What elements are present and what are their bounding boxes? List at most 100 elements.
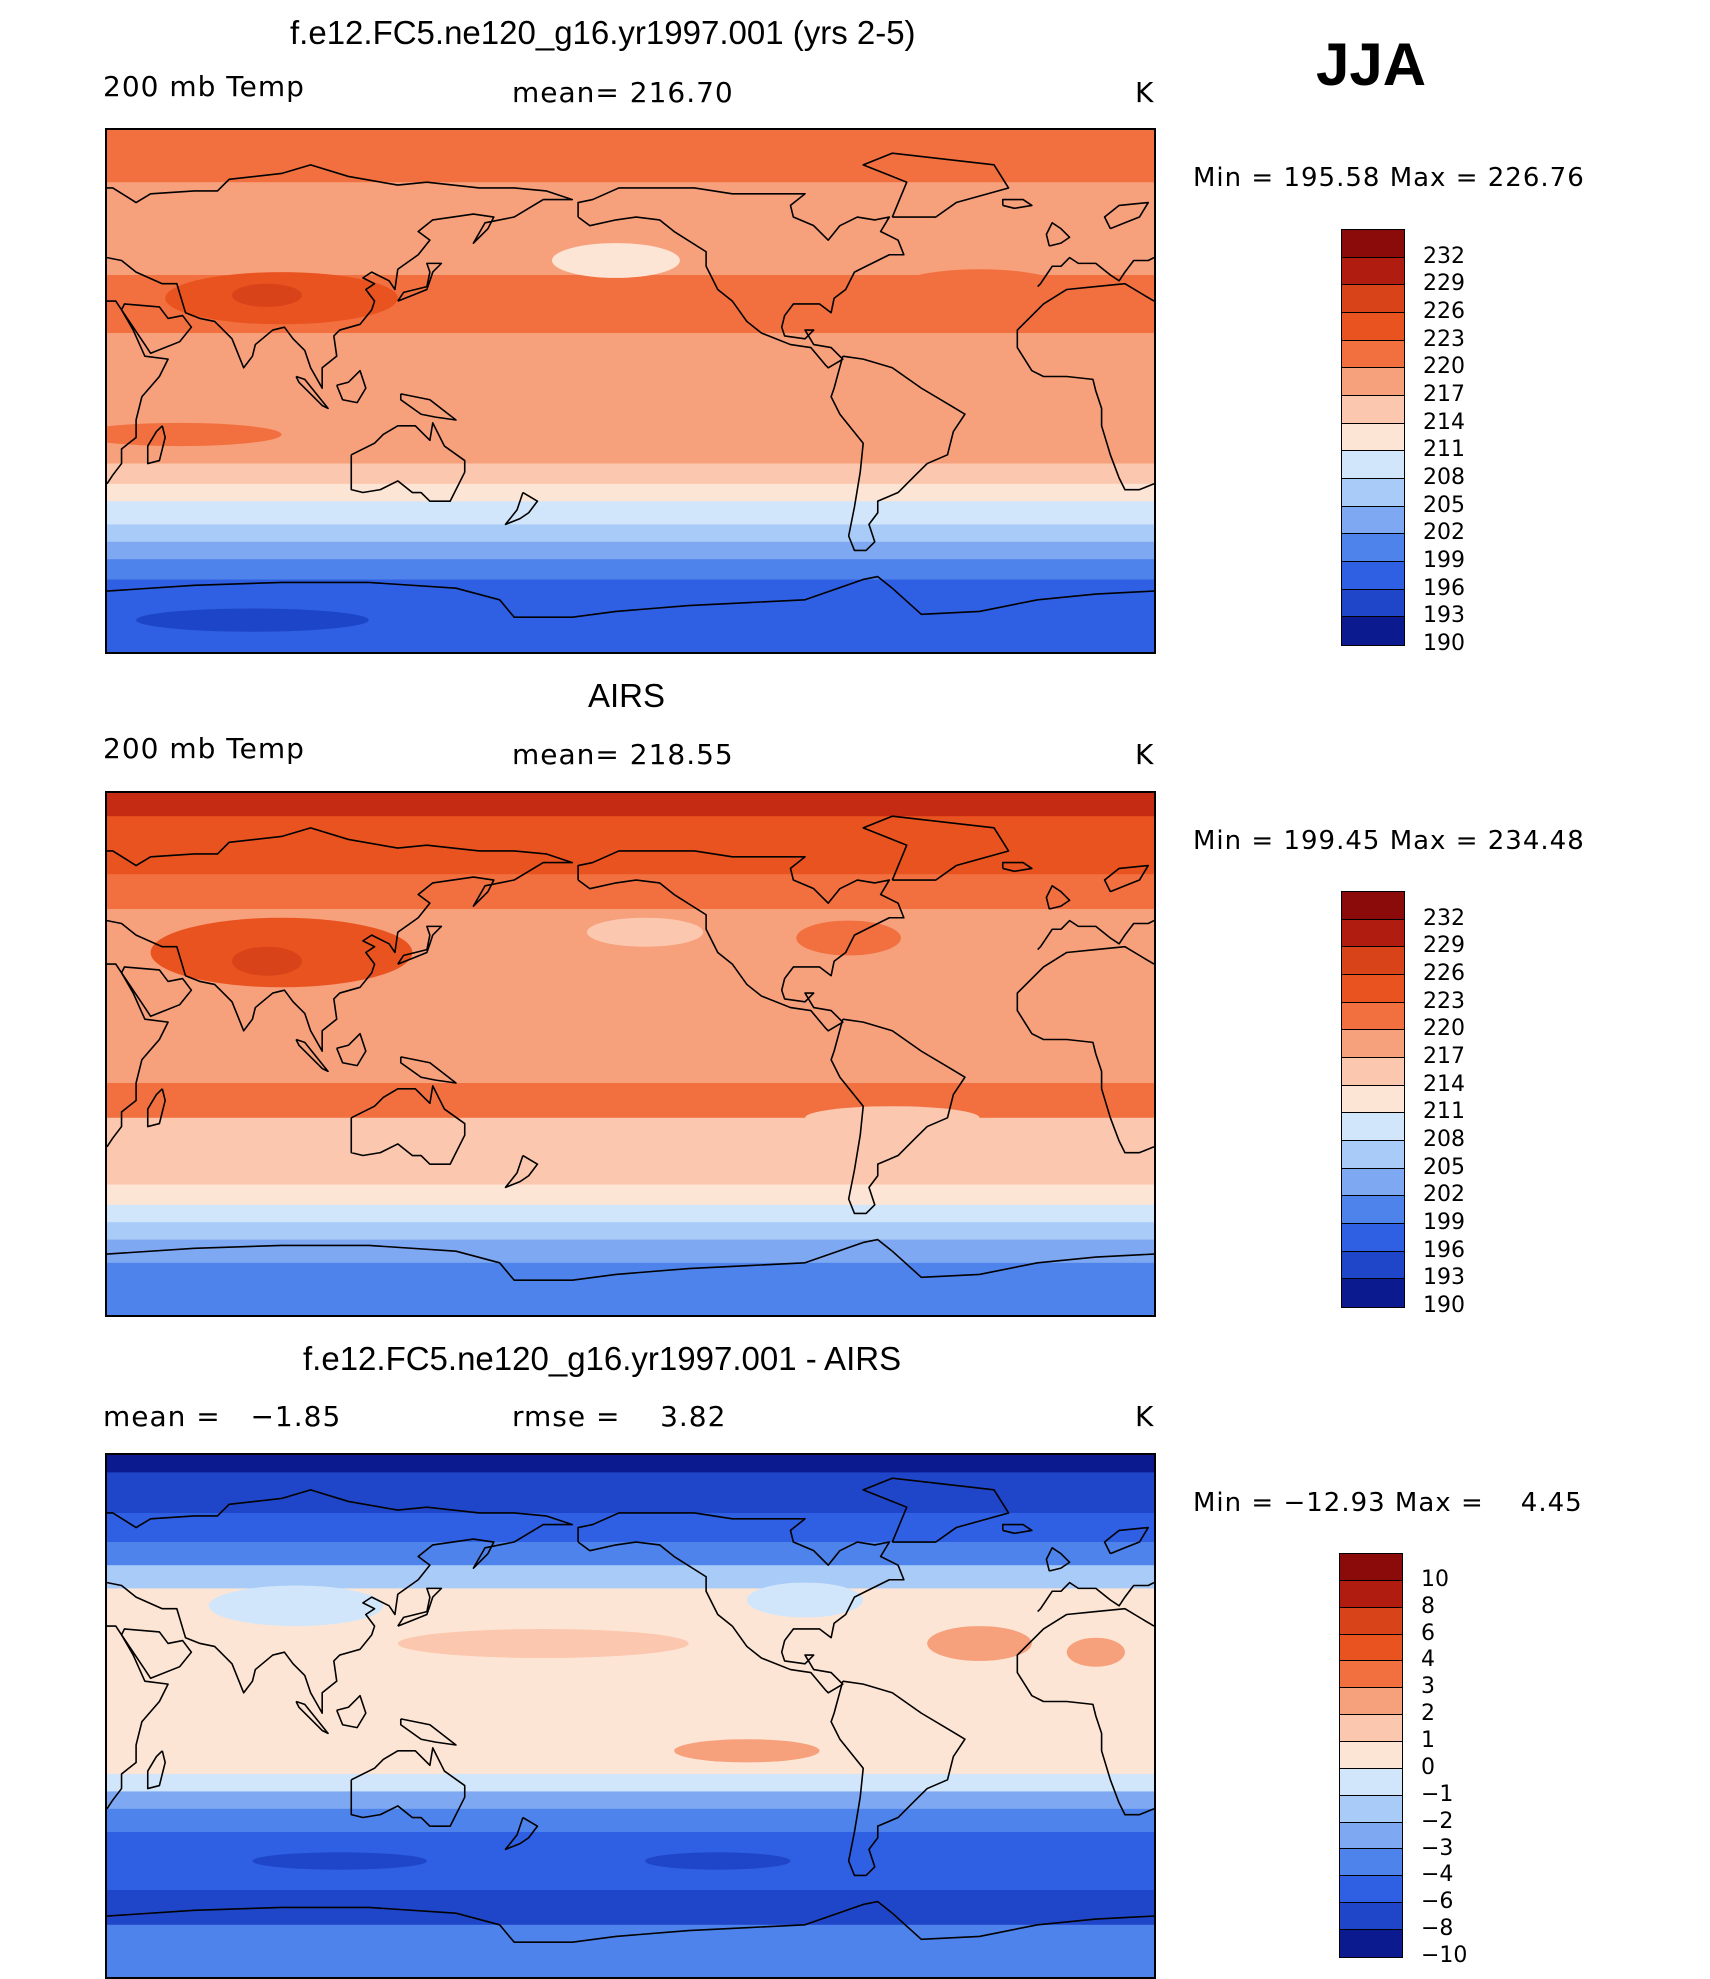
colorbar-swatch: [1342, 230, 1404, 258]
coastline: [1037, 256, 1154, 288]
colorbar-swatch: [1342, 589, 1404, 618]
colorbar-swatch: [1340, 1876, 1402, 1904]
contour-band: [107, 1472, 1154, 1514]
coastline: [107, 1900, 1154, 1943]
colorbar-tick-label: 199: [1423, 548, 1465, 573]
contour-band: [107, 996, 1154, 1084]
colorbar-tick-label: 193: [1423, 603, 1465, 629]
coastline: [350, 1085, 466, 1165]
contour-region: [397, 1629, 689, 1658]
panel-2-title: AIRS: [588, 677, 666, 714]
colorbar-tick-label: 226: [1423, 961, 1465, 986]
colorbar-swatch: [1342, 312, 1404, 341]
colorbar-tick-label: 226: [1423, 299, 1465, 324]
panel-3-minmax: Min = −12.93 Max = 4.45: [1193, 1488, 1583, 1518]
contour-band: [107, 1117, 1154, 1185]
coastline: [830, 1018, 966, 1215]
contour-band: [107, 793, 1154, 817]
contour-region: [252, 1852, 427, 1870]
contour-band: [107, 1222, 1154, 1241]
contour-band: [107, 816, 1154, 875]
coastline: [399, 393, 457, 421]
coastline: [1001, 198, 1033, 210]
colorbar-swatch: [1342, 1140, 1404, 1169]
coastline: [1103, 864, 1150, 893]
colorbar-swatch: [1342, 947, 1404, 975]
coastline: [1037, 919, 1154, 951]
colorbar-tick-label: −2: [1421, 1808, 1454, 1834]
panel-1-map: [105, 128, 1156, 654]
contour-band: [107, 1239, 1154, 1264]
colorbar-swatch: [1342, 1057, 1404, 1086]
coastline: [504, 491, 539, 526]
colorbar-tick-label: 202: [1423, 1182, 1465, 1208]
coastline: [146, 1088, 166, 1128]
panel-2-minmax: Min = 199.45 Max = 234.48: [1193, 826, 1585, 856]
coastline: [1045, 1546, 1071, 1572]
panel-2-colorbar: [1341, 891, 1405, 1308]
colorbar-swatch: [1342, 395, 1404, 424]
colorbar-swatch: [1340, 1742, 1402, 1769]
contour-region: [551, 243, 680, 278]
coastline: [830, 1680, 966, 1877]
coastline: [335, 369, 367, 404]
contour-band: [107, 1924, 1154, 1977]
colorbar-swatch: [1340, 1634, 1402, 1662]
coastline: [295, 1038, 329, 1073]
contour-band: [107, 1262, 1154, 1315]
contour-band: [107, 1184, 1154, 1206]
colorbar-tick-label: −6: [1421, 1889, 1454, 1915]
contour-band: [107, 1774, 1154, 1792]
colorbar-swatch: [1342, 1196, 1404, 1224]
coastline: [120, 1628, 193, 1680]
colorbar-tick-label: 208: [1423, 1127, 1465, 1152]
colorbar-tick-label: 6: [1421, 1620, 1435, 1646]
coastline: [397, 262, 443, 302]
contour-region: [645, 1852, 791, 1870]
colorbar-tick-label: −1: [1421, 1781, 1454, 1807]
colorbar-swatch: [1342, 451, 1404, 479]
contour-band: [107, 1542, 1154, 1566]
panel-1-colorbar: [1341, 229, 1405, 646]
colorbar-swatch: [1342, 478, 1404, 507]
panel-1-units: K: [1135, 76, 1155, 109]
coastline: [504, 1816, 539, 1851]
coastline: [1001, 861, 1033, 873]
contour-region: [232, 946, 302, 976]
panel-3-title: f.e12.FC5.ne120_g16.yr1997.001 - AIRS: [303, 1340, 902, 1377]
panel-2-units: K: [1135, 738, 1155, 771]
colorbar-swatch: [1340, 1580, 1402, 1608]
colorbar-swatch: [1342, 1002, 1404, 1031]
colorbar-tick-label: 190: [1423, 1293, 1465, 1318]
coastline: [1016, 945, 1154, 1154]
coastline: [350, 422, 466, 502]
colorbar-tick-label: 229: [1423, 271, 1465, 297]
colorbar-swatch: [1342, 368, 1404, 396]
coastline: [107, 1489, 574, 1714]
coastline: [1045, 221, 1071, 247]
coastline: [1037, 1581, 1154, 1613]
colorbar-tick-label: 196: [1423, 575, 1465, 601]
colorbar-tick-label: 196: [1423, 1237, 1465, 1263]
panel-3-map: [105, 1453, 1156, 1979]
contour-band: [107, 1808, 1154, 1833]
coastline: [1016, 282, 1154, 491]
coastline: [146, 425, 166, 465]
contour-band: [107, 541, 1154, 560]
contour-region: [232, 283, 302, 307]
coastline: [1001, 1523, 1033, 1535]
panel-3-rmse-label: rmse = 3.82: [512, 1400, 727, 1433]
contour-region: [586, 917, 704, 947]
coastline: [577, 850, 905, 1032]
colorbar-swatch: [1340, 1795, 1402, 1823]
coastline: [335, 1032, 367, 1067]
colorbar-tick-label: 214: [1423, 1071, 1465, 1097]
colorbar-tick-label: 0: [1421, 1754, 1435, 1780]
coastline: [107, 575, 1154, 618]
colorbar-swatch: [1340, 1607, 1402, 1635]
coastline: [504, 1154, 539, 1189]
contour-region: [136, 608, 369, 632]
contour-region: [927, 1626, 1032, 1661]
contour-region: [805, 1106, 980, 1130]
colorbar-tick-label: 211: [1423, 1099, 1465, 1125]
